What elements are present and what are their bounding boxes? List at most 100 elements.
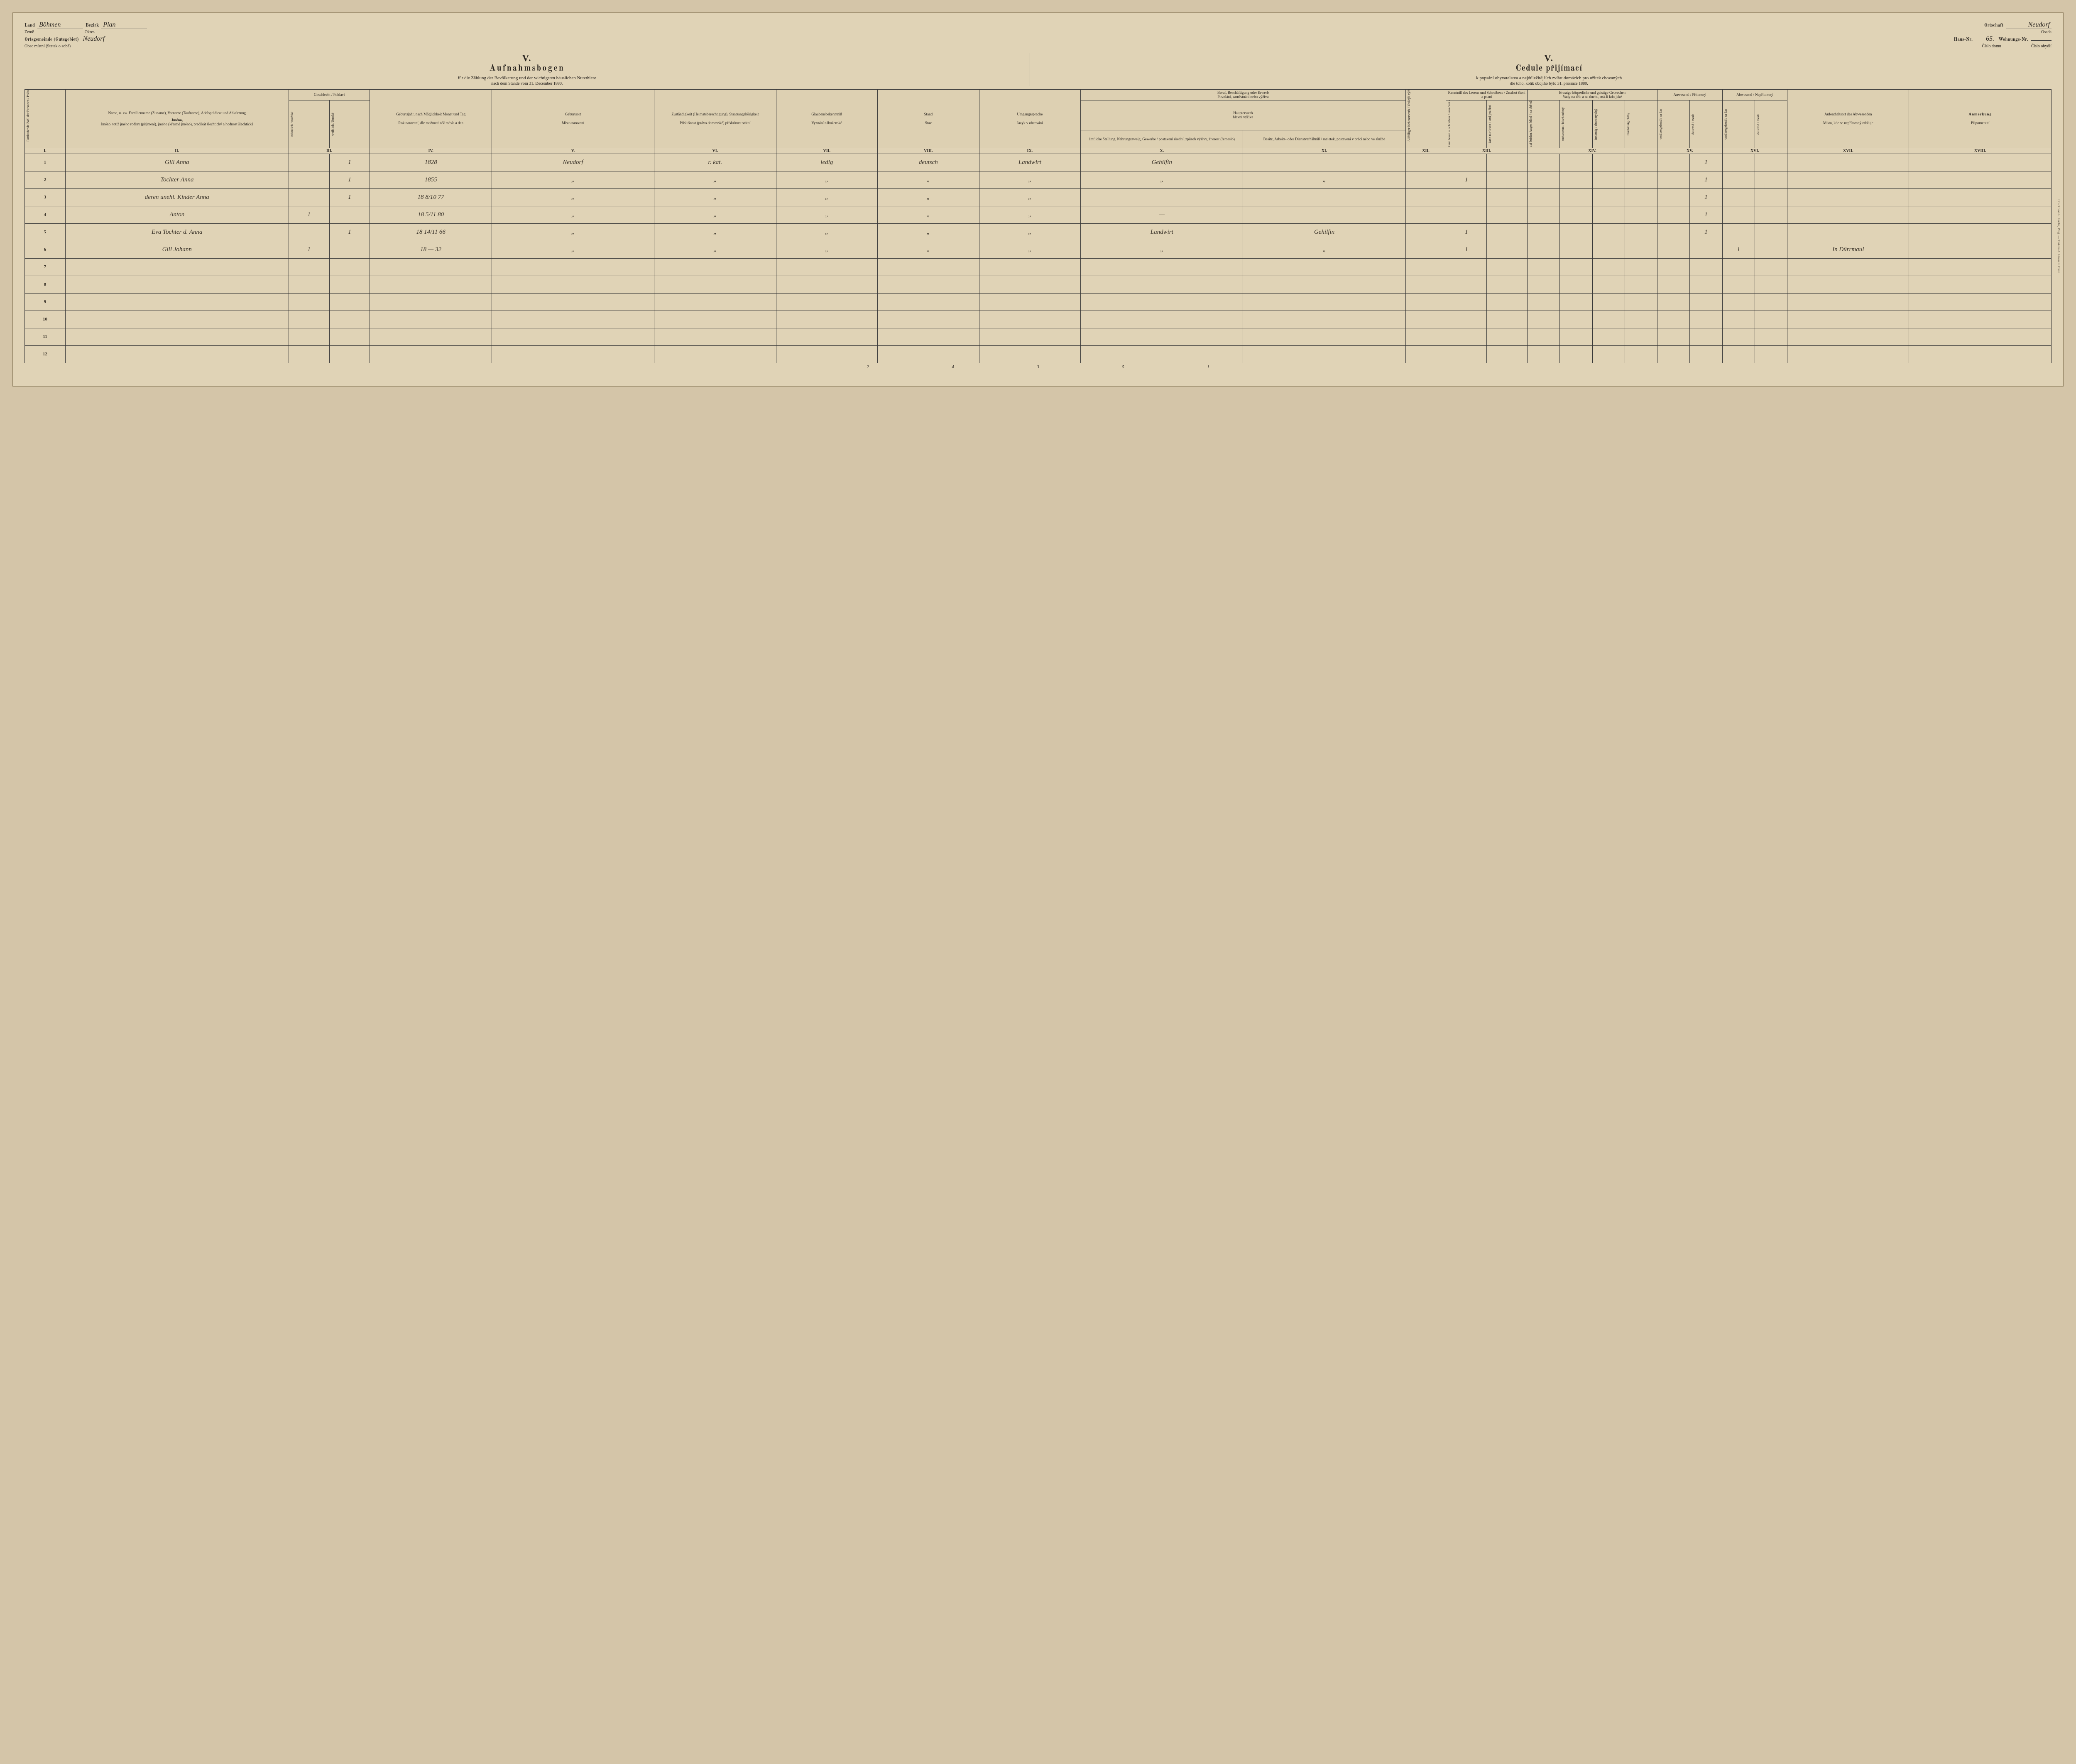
cell: „ (1243, 171, 1405, 188)
title-czech: V. Cedule přijímací k popsání obyvatelst… (1047, 53, 2052, 86)
bezirk-label-cz: Okres (85, 30, 95, 34)
cell (1787, 258, 1909, 276)
cell: 12 (25, 345, 66, 363)
cell (1487, 206, 1528, 223)
cell (1592, 206, 1625, 223)
cell (65, 293, 289, 311)
cell: 1 (1690, 206, 1722, 223)
cell (492, 276, 654, 293)
hausnr-label-de: Haus-Nr. (1954, 37, 1973, 43)
cell: In Dürrmaul (1787, 241, 1909, 258)
table-row: 4Anton118 5/11 80„„„„„—1 (25, 206, 2052, 223)
cell (1690, 293, 1722, 311)
cell (1690, 345, 1722, 363)
cell (1446, 345, 1487, 363)
cell (1787, 171, 1909, 188)
col-XI-label: Besitz, Arbeits- oder Dienstverhältniß /… (1243, 130, 1405, 148)
cell: „ (979, 241, 1081, 258)
cell (289, 258, 329, 276)
table-head: Fortlaufende Zahl der Personen / Pořad. … (25, 90, 2052, 154)
cell (1487, 171, 1528, 188)
cell: — (1081, 206, 1243, 223)
cell: „ (492, 188, 654, 206)
census-sheet: Land Böhmen Bezirk Plan Země Okres Ortsg… (12, 12, 2064, 387)
cell (1528, 345, 1560, 363)
cell: 7 (25, 258, 66, 276)
cell (1243, 154, 1405, 171)
cell (1787, 328, 1909, 345)
cell (1405, 241, 1446, 258)
cell (1909, 241, 2052, 258)
cell (1405, 345, 1446, 363)
cell (1755, 171, 1787, 188)
cell (370, 328, 492, 345)
cell (1625, 223, 1657, 241)
land-label-cz: Země (24, 30, 34, 34)
col-I-label: Fortlaufende Zahl der Personen / Pořad. … (26, 96, 30, 142)
cell (1625, 311, 1657, 328)
cell (1560, 276, 1592, 293)
cell (1487, 188, 1528, 206)
cell (329, 258, 370, 276)
ortsg-value: Neudorf (81, 35, 127, 43)
cell (1722, 276, 1755, 293)
cell (1722, 311, 1755, 328)
cell (1909, 154, 2052, 171)
cell (1657, 345, 1690, 363)
title-row: V. Aufnahmsbogen für die Zählung der Bev… (24, 53, 2052, 86)
cell (1487, 293, 1528, 311)
cell (65, 311, 289, 328)
wohnnr-label-de: Wohnungs-Nr. (1998, 37, 2028, 43)
cell (1487, 241, 1528, 258)
cell (1243, 206, 1405, 223)
cell (1625, 293, 1657, 311)
cell (289, 293, 329, 311)
cell (1528, 223, 1560, 241)
cell (370, 258, 492, 276)
cell (1909, 328, 2052, 345)
col-IX-cz: Jazyk v obcování (981, 121, 1080, 125)
cell: „ (1081, 241, 1243, 258)
table-row: 3deren unehl. Kinder Anna118 8/10 77„„„„… (25, 188, 2052, 206)
cell: 3 (25, 188, 66, 206)
cell (289, 276, 329, 293)
cell (492, 293, 654, 311)
cell (1560, 345, 1592, 363)
cell (1592, 276, 1625, 293)
col-XVI-label: Abwesend / Nepřítomný (1722, 90, 1787, 100)
col-III-label: Geschlecht / Pohlaví (289, 90, 370, 100)
cell: Eva Tochter d. Anna (65, 223, 289, 241)
cell (776, 293, 878, 311)
cell (654, 311, 776, 328)
cell (1722, 345, 1755, 363)
cell (1690, 328, 1722, 345)
cell (1081, 345, 1243, 363)
header-fields: Land Böhmen Bezirk Plan Země Okres Ortsg… (24, 21, 2052, 49)
cell (654, 276, 776, 293)
cell (979, 293, 1081, 311)
cell (1081, 276, 1243, 293)
cell (1625, 258, 1657, 276)
cell: „ (776, 206, 878, 223)
cell: „ (492, 206, 654, 223)
col-XIII-label: Kenntniß des Lesens und Schreibens / Zna… (1446, 90, 1528, 100)
ortsg-label-cz: Obec místní (Statek o sobě) (24, 44, 71, 49)
cell (1787, 293, 1909, 311)
cell (1446, 276, 1487, 293)
cell: Gill Anna (65, 154, 289, 171)
cell: 1828 (370, 154, 492, 171)
cell (1592, 345, 1625, 363)
cell (979, 328, 1081, 345)
cell: „ (979, 171, 1081, 188)
cell (1405, 171, 1446, 188)
cell (1405, 293, 1446, 311)
date-de: nach dem Stande vom 31. December 1880. (29, 81, 1026, 86)
cell (1755, 293, 1787, 311)
cell: Anton (65, 206, 289, 223)
cell: „ (878, 171, 979, 188)
col-haupterwerb-cz: hlavní výživa (1082, 115, 1404, 119)
cell (1243, 293, 1405, 311)
cell (1081, 258, 1243, 276)
cell (1755, 258, 1787, 276)
cell (1787, 276, 1909, 293)
